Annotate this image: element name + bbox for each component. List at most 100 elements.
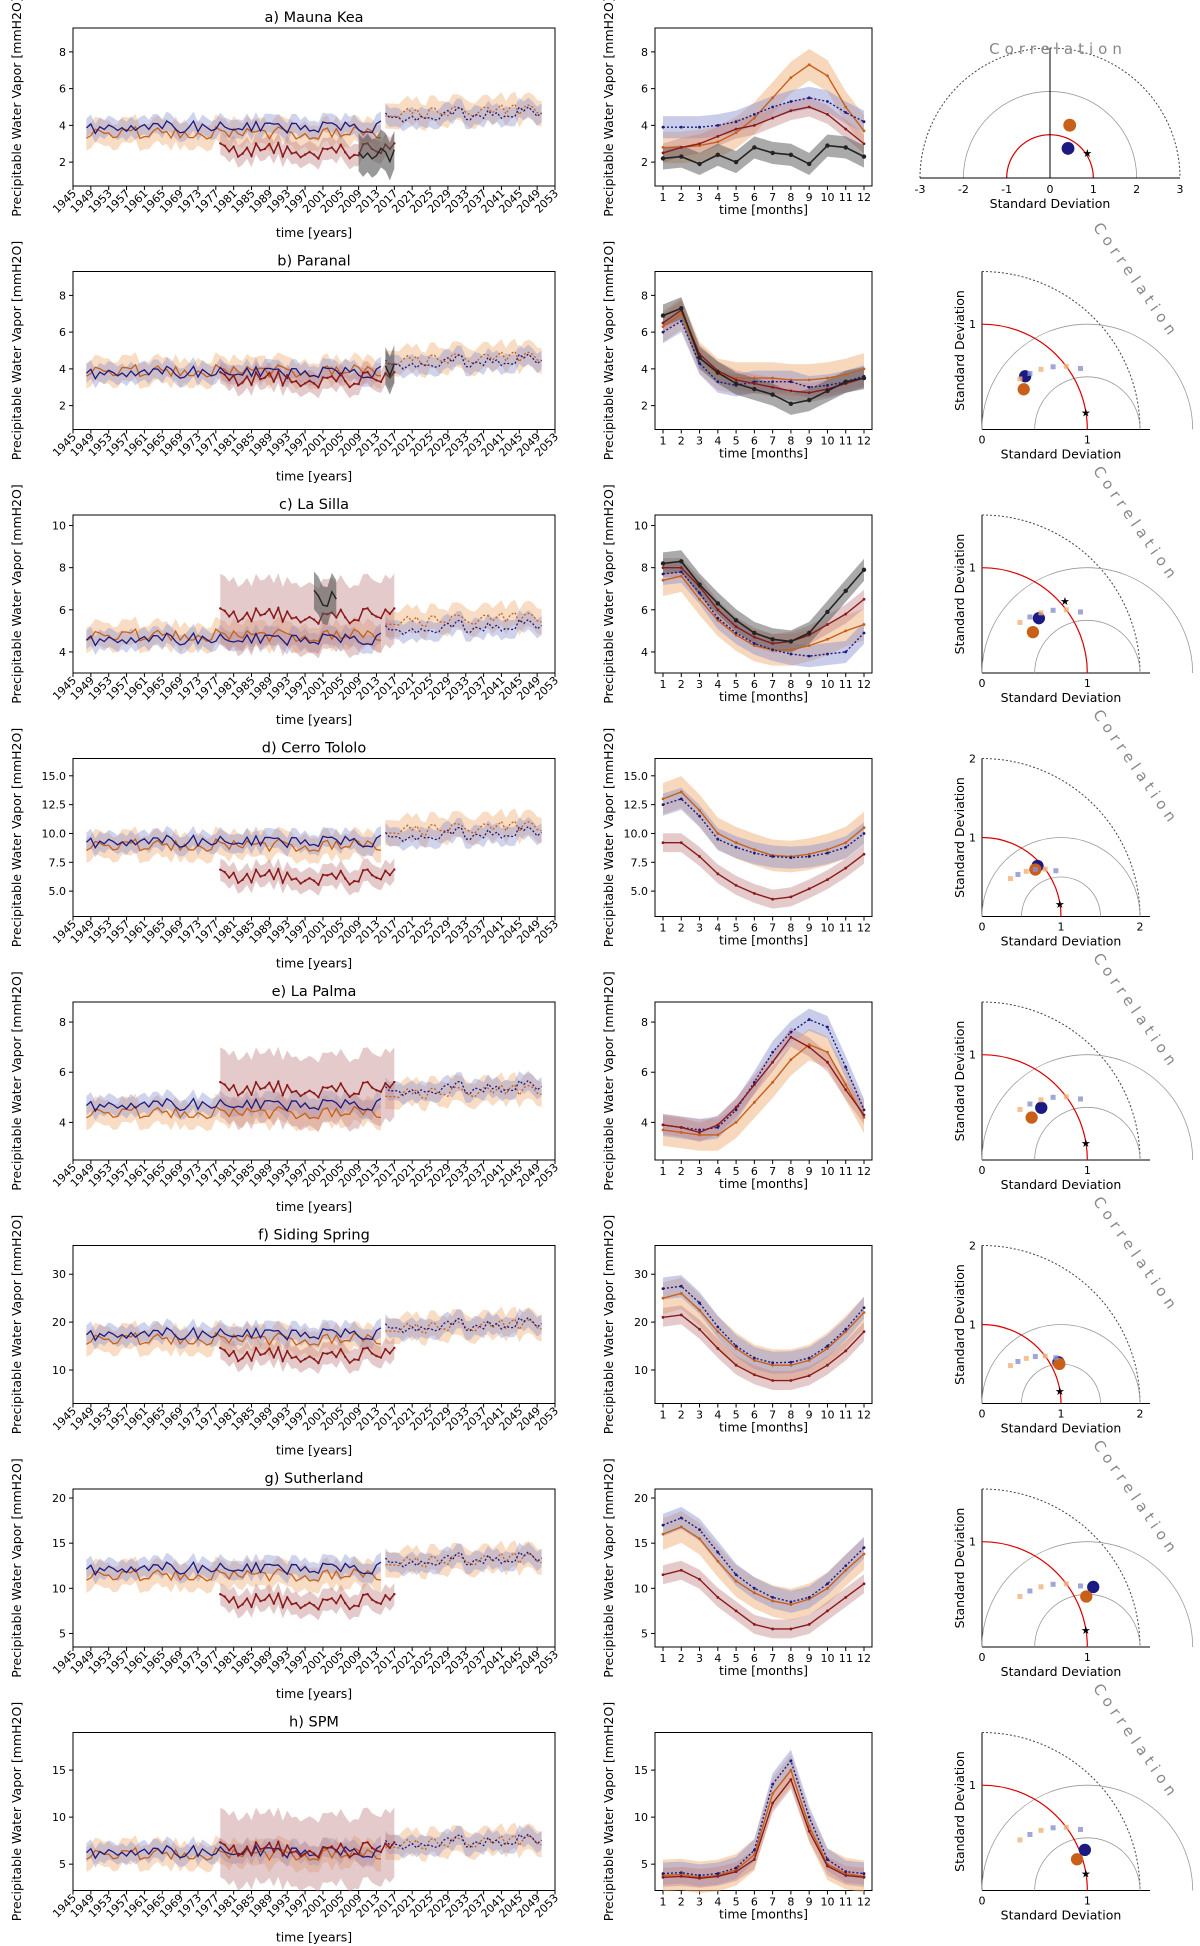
- seasonal-insitu-line: [662, 307, 865, 405]
- future-orange-line: [385, 350, 542, 367]
- obs-point: [388, 1598, 392, 1601]
- taylor-corr-label: Correlation: [1089, 950, 1183, 1073]
- obs-point: [370, 376, 374, 379]
- seasonal-hist_blue-point: [734, 1866, 738, 1870]
- seasonal-obs-point: [844, 127, 848, 131]
- obs-point: [330, 1350, 334, 1354]
- seasonal-insitu-point: [733, 159, 739, 165]
- seasonal-hist_orange-point: [734, 633, 738, 637]
- seasonal-obs-point: [844, 1874, 848, 1877]
- seasonal-obs-point: [698, 1577, 701, 1581]
- seasonal-hist_orange-point: [698, 808, 701, 812]
- panel-title: d) Cerro Tololo: [262, 741, 367, 757]
- x-tick-label: 5: [733, 1652, 740, 1665]
- seasonal-orange-band: [663, 776, 864, 873]
- seasonal-hist_blue-point: [807, 385, 811, 389]
- seasonal-obs-point: [862, 597, 866, 601]
- seasonal-obs-point: [734, 1870, 738, 1874]
- seasonal-insitu-point: [697, 355, 702, 361]
- obs-point: [366, 1841, 369, 1844]
- seasonal-hist_blue-point: [844, 1870, 848, 1874]
- obs-point: [357, 1604, 360, 1608]
- seasonal-obs-line: [662, 1778, 865, 1879]
- panel-title: e) La Palma: [272, 984, 357, 1000]
- seasonal-ylabel: Precipitable Water Vapor [mmH2O]: [601, 1702, 616, 1921]
- seasonal-hist_orange-point: [679, 1131, 683, 1134]
- x-tick-label: 12: [857, 678, 871, 691]
- obs-point: [272, 1602, 276, 1605]
- obs-point: [263, 873, 267, 877]
- seasonal-hist_blue-point: [826, 1025, 829, 1029]
- x-tick-label: 7: [769, 435, 776, 448]
- seasonal-insitu-line: [662, 560, 865, 643]
- obs-point: [335, 877, 338, 880]
- seasonal-insitu-point: [752, 145, 757, 150]
- seasonal-obs-line: [663, 566, 865, 645]
- obs-point: [335, 1089, 338, 1093]
- x-tick-label: 3: [696, 1165, 703, 1178]
- obs-point: [254, 371, 258, 374]
- taylor-ensemble-marker: [1015, 871, 1021, 877]
- seasonal-hist_blue-point: [661, 803, 665, 807]
- obs-point: [321, 1598, 325, 1601]
- seasonal-obs-point: [716, 1595, 720, 1599]
- timeseries-xlabel: time [years]: [276, 1199, 352, 1214]
- seasonal-ylabel: Precipitable Water Vapor [mmH2O]: [601, 484, 616, 703]
- seasonal-hist_blue-point: [789, 856, 793, 860]
- seasonal-hist_orange-point: [862, 129, 866, 133]
- obs-point: [308, 1355, 311, 1358]
- seasonal-hist_blue-point: [734, 1573, 738, 1577]
- seasonal-hist_orange-point: [698, 597, 701, 601]
- obs-point: [317, 386, 320, 389]
- seasonal-hist_orange-line: [662, 1292, 865, 1366]
- seasonal-hist_orange-point: [771, 1599, 775, 1603]
- obs-point: [321, 1086, 325, 1089]
- seasonal-hist_orange-point: [716, 1330, 720, 1334]
- obs-point: [254, 1081, 258, 1084]
- future-orange-line: [385, 103, 542, 120]
- taylor-x-tick-label: 0: [979, 677, 986, 690]
- seasonal-hist_blue-point: [716, 1872, 720, 1875]
- taylor-ensemble-marker: [1017, 376, 1023, 382]
- x-tick-label: 10: [820, 435, 834, 448]
- seasonal-hist_blue-point: [826, 1582, 829, 1586]
- seasonal-obs-point: [661, 841, 665, 845]
- seasonal-hist_blue-point: [862, 631, 866, 635]
- obs-line: [219, 605, 395, 625]
- obs-point: [352, 1604, 356, 1607]
- timeseries-xlabel: time [years]: [276, 712, 352, 727]
- obs-point: [393, 1592, 396, 1596]
- seasonal-obs-band: [663, 833, 864, 909]
- obs-point: [272, 1356, 276, 1359]
- seasonal-hist_blue-point: [698, 814, 701, 818]
- taylor-rms-arc: [1021, 876, 1101, 917]
- x-tick-label: 9: [806, 191, 813, 204]
- obs-point: [245, 1845, 249, 1848]
- obs-point: [259, 149, 262, 152]
- y-tick-label: 6: [59, 1066, 66, 1079]
- panel-row-mauna-kea: a) Mauna Kea Precipitable Water Vapor [mm…: [9, 0, 1184, 240]
- x-tick-label: 5: [733, 1409, 740, 1422]
- obs-point: [245, 611, 249, 614]
- timeseries-axes-frame: [72, 514, 556, 674]
- obs-point: [277, 1346, 280, 1349]
- seasonal-obs-point: [771, 897, 775, 901]
- seasonal-hist_orange-point: [826, 1586, 829, 1590]
- obs-point: [281, 155, 284, 158]
- seasonal-insitu-point: [697, 582, 702, 587]
- obs-point: [344, 616, 347, 619]
- obs-point: [241, 1851, 244, 1854]
- seasonal-hist_orange-point: [661, 578, 665, 582]
- taylor-x-tick-label: 2: [1137, 921, 1144, 934]
- obs-point: [344, 1850, 347, 1853]
- seasonal-blue-band: [663, 1506, 864, 1613]
- taylor-ensemble-marker: [1015, 1358, 1021, 1364]
- seasonal-blue-band: [663, 1008, 864, 1141]
- seasonal-hist_orange-point: [771, 1363, 775, 1367]
- seasonal-hist_orange-line: [662, 1043, 865, 1136]
- obs-point: [326, 1598, 329, 1602]
- obs-point: [375, 615, 378, 618]
- seasonal-hist_blue-point: [752, 1848, 756, 1852]
- timeseries-axes-frame: [72, 271, 556, 430]
- seasonal-insitu-point: [715, 370, 721, 375]
